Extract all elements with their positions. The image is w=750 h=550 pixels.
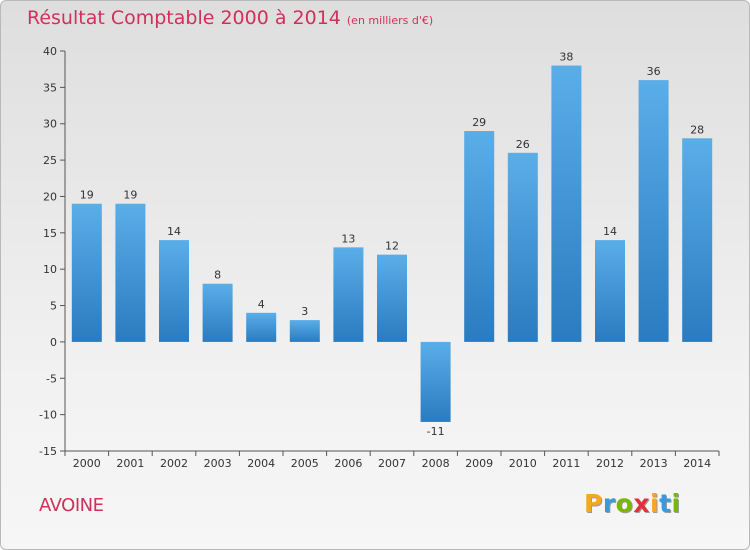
proxiti-logo[interactable]: Proxiti [584,489,694,523]
logo-letter: o [615,489,634,518]
data-label: 4 [258,298,265,311]
y-tick-label: -10 [39,409,57,422]
bar-2007 [377,254,407,342]
data-label: 14 [603,225,617,238]
bar-2011 [551,65,582,342]
bar-2003 [202,283,233,342]
x-tick-label: 2007 [378,457,406,470]
chart-title: Résultat Comptable 2000 à 2014 (en millie… [27,7,434,29]
bar-2004 [246,312,277,342]
y-tick-label: 20 [43,190,57,203]
y-tick-label: 10 [43,263,57,276]
bar-2009 [464,131,495,342]
bar-2005 [289,320,320,342]
y-tick-label: -15 [39,445,57,458]
data-label: 19 [80,189,94,202]
y-tick-label: 15 [43,227,57,240]
y-tick-label: 40 [43,45,57,58]
x-tick-label: 2006 [334,457,362,470]
bar-2006 [333,247,364,342]
data-label: 38 [559,51,573,64]
logo-letter: i [671,489,681,518]
x-tick-label: 2013 [640,457,668,470]
data-label: 36 [647,65,661,78]
data-label: 29 [472,116,486,129]
bar-2013 [638,80,669,342]
data-label: 13 [341,232,355,245]
data-label: -11 [427,425,445,438]
y-tick-label: 35 [43,81,57,94]
logo-letter: r [602,489,616,518]
bar-2008 [420,341,451,422]
x-tick-label: 2009 [465,457,493,470]
logo-letter: t [659,489,672,518]
commune-name: AVOINE [39,495,104,516]
x-tick-label: 2004 [247,457,275,470]
data-label: 19 [123,189,137,202]
data-label: 8 [214,269,221,282]
bar-2010 [507,152,538,342]
y-tick-label: 5 [50,300,57,313]
x-tick-label: 2003 [204,457,232,470]
data-label: 28 [690,123,704,136]
y-tick-label: 0 [50,336,57,349]
bar-2001 [115,203,146,342]
bar-2012 [595,240,625,342]
bar-2014 [682,138,713,342]
y-tick-label: -5 [46,372,57,385]
data-label: 26 [516,138,530,151]
x-tick-label: 2008 [422,457,450,470]
x-tick-label: 2010 [509,457,537,470]
data-label: 3 [301,305,308,318]
x-tick-label: 2002 [160,457,188,470]
y-tick-label: 25 [43,154,57,167]
data-label: 14 [167,225,181,238]
x-tick-label: 2000 [73,457,101,470]
logo-letter: x [633,489,650,518]
x-tick-label: 2012 [596,457,624,470]
logo-letter: P [584,489,603,518]
x-tick-label: 2011 [552,457,580,470]
x-tick-label: 2014 [683,457,711,470]
x-tick-label: 2001 [116,457,144,470]
bar-2000 [71,203,102,342]
y-tick-label: 30 [43,118,57,131]
logo-letter: i [650,489,660,518]
chart-subtitle: (en milliers d'€) [346,14,434,27]
data-label: 12 [385,240,399,253]
bar-2002 [159,240,189,342]
x-tick-label: 2005 [291,457,319,470]
